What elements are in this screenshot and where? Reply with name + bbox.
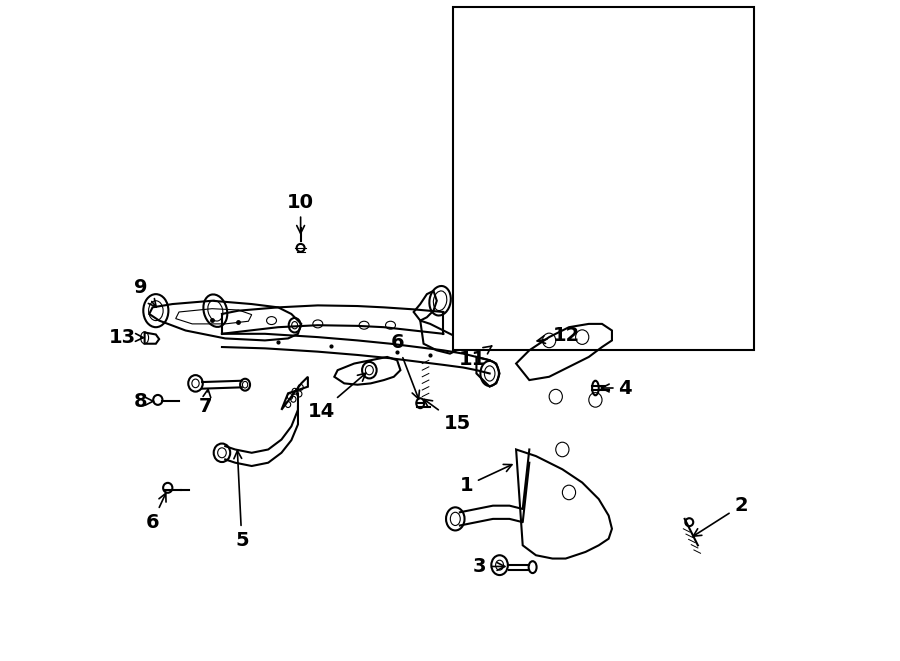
Text: 8: 8 xyxy=(133,392,154,410)
Text: 11: 11 xyxy=(459,346,491,369)
Text: 4: 4 xyxy=(601,379,632,397)
Text: 14: 14 xyxy=(308,373,365,421)
Text: 5: 5 xyxy=(234,451,248,550)
Text: 7: 7 xyxy=(199,389,212,416)
Text: 15: 15 xyxy=(424,399,471,433)
Text: 3: 3 xyxy=(472,557,505,576)
Text: 12: 12 xyxy=(537,327,580,345)
Text: 6: 6 xyxy=(391,333,419,399)
Text: 10: 10 xyxy=(287,192,314,233)
Text: 6: 6 xyxy=(146,493,166,531)
Text: 13: 13 xyxy=(109,328,143,346)
Bar xyxy=(454,7,754,350)
Text: 9: 9 xyxy=(134,278,157,307)
Text: 1: 1 xyxy=(460,465,512,495)
Text: 2: 2 xyxy=(693,496,748,536)
